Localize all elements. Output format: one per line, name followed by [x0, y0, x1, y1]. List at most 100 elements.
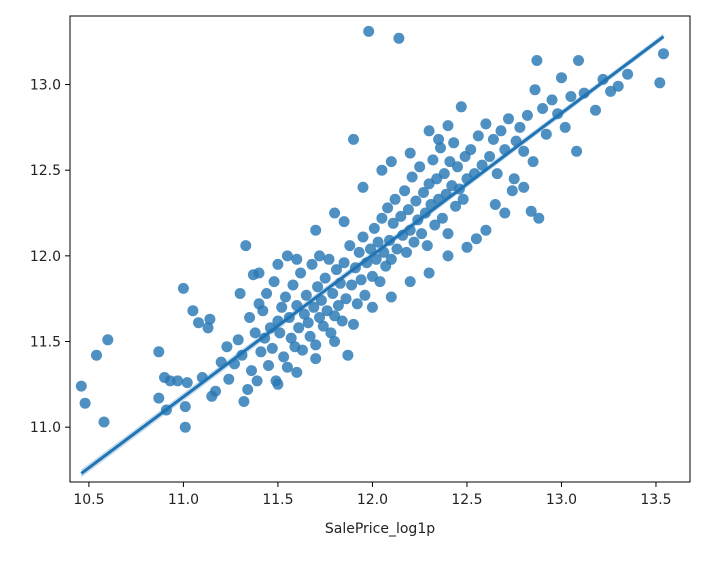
data-point [285, 332, 297, 344]
data-point [654, 77, 666, 89]
data-point [278, 351, 290, 363]
data-point [406, 171, 418, 183]
data-point [338, 216, 350, 228]
data-point [348, 318, 359, 330]
data-point [98, 416, 110, 428]
data-point [291, 366, 303, 378]
data-point [366, 301, 378, 313]
data-point [571, 145, 583, 157]
data-point [418, 187, 429, 198]
x-tick-label: 11.5 [262, 492, 293, 508]
data-point [332, 300, 344, 311]
data-point [293, 322, 305, 334]
data-point [565, 91, 577, 102]
data-point [487, 133, 499, 145]
data-point [344, 240, 356, 252]
data-point [221, 341, 233, 353]
data-point [476, 159, 488, 171]
data-point [342, 349, 354, 361]
data-point [312, 281, 324, 293]
data-point [385, 291, 397, 303]
data-point [304, 330, 316, 342]
data-point [480, 118, 492, 130]
data-point [448, 137, 460, 149]
data-point [529, 84, 541, 96]
data-point [240, 240, 252, 252]
data-point [438, 168, 450, 180]
regression-line [80, 35, 665, 475]
data-point [658, 48, 669, 60]
data-point [546, 94, 558, 106]
data-point [297, 344, 308, 356]
data-point [172, 375, 184, 387]
data-point [370, 253, 382, 265]
data-point [75, 380, 87, 392]
data-point [300, 289, 312, 301]
data-point [327, 288, 339, 299]
data-point [295, 267, 307, 279]
y-tick-label: 13.0 [30, 78, 61, 94]
x-tick-label: 12.5 [451, 492, 482, 508]
data-point [274, 327, 286, 339]
data-point [244, 312, 256, 323]
data-point [399, 185, 411, 197]
data-point [153, 346, 165, 358]
data-point [177, 282, 189, 294]
data-point [423, 267, 435, 279]
data-point [314, 250, 325, 262]
data-point [382, 202, 394, 214]
data-point [310, 339, 322, 351]
data-point [573, 55, 584, 66]
data-point [359, 289, 371, 301]
data-point [310, 353, 322, 365]
data-point [374, 276, 386, 288]
data-point [442, 120, 454, 132]
data-point [559, 121, 571, 133]
data-point [489, 199, 501, 210]
data-point [556, 72, 567, 84]
x-tick-label: 13.0 [546, 492, 577, 508]
data-point [410, 195, 422, 207]
y-tick-label: 12.0 [30, 249, 61, 265]
data-point [429, 219, 441, 231]
data-point [255, 346, 267, 358]
data-point [508, 173, 520, 185]
data-point [351, 298, 363, 310]
data-point [525, 205, 537, 217]
data-point [325, 327, 337, 339]
data-point [331, 264, 342, 276]
data-point [499, 207, 511, 219]
data-point [266, 342, 278, 354]
data-point [91, 349, 102, 361]
data-point [363, 25, 375, 37]
x-tick-label: 10.5 [73, 492, 104, 508]
data-point [317, 320, 329, 332]
data-point [79, 397, 91, 409]
data-point [272, 378, 284, 390]
plot-frame [69, 15, 691, 483]
data-point [470, 233, 482, 245]
data-point [393, 32, 405, 44]
data-point [314, 312, 325, 323]
data-point [389, 193, 401, 205]
data-point [442, 228, 454, 240]
y-axis-ticks: 11.0 11.5 12.0 12.5 13.0 [30, 78, 70, 436]
data-point [249, 327, 261, 339]
data-point [179, 401, 191, 413]
y-tick-label: 11.0 [30, 420, 61, 436]
data-point [179, 421, 191, 433]
data-point [193, 317, 204, 329]
data-points-layer [75, 25, 669, 433]
data-point [491, 168, 503, 180]
data-point [202, 322, 214, 334]
data-point [263, 360, 274, 371]
data-point [416, 228, 428, 240]
data-point [287, 279, 299, 291]
data-point [527, 156, 539, 168]
data-point [181, 377, 193, 389]
data-point [372, 236, 384, 248]
data-point [414, 161, 426, 173]
data-point [421, 240, 433, 252]
x-tick-label: 12.0 [357, 492, 388, 508]
